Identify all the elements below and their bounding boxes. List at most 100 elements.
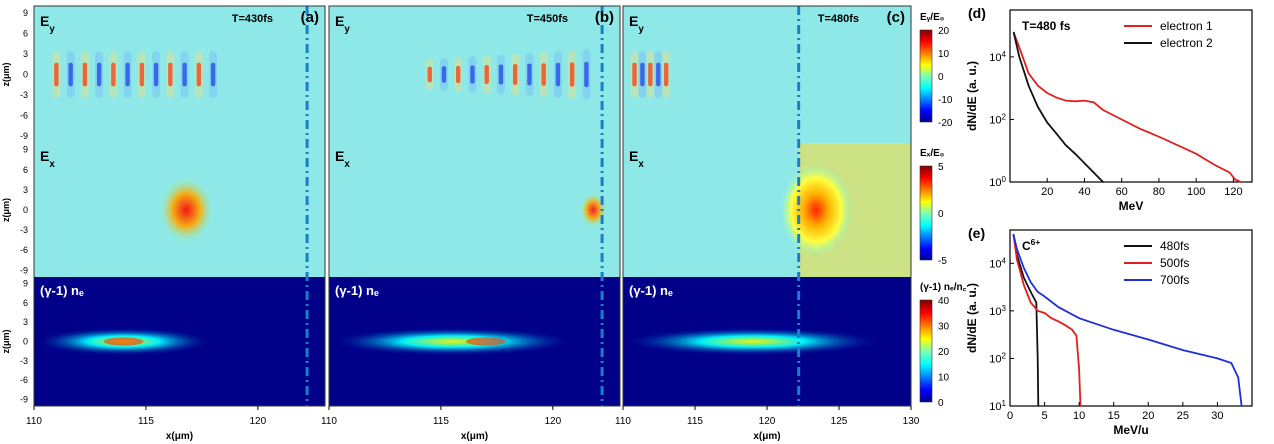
row-label-ne: (γ-1) nₑ (629, 283, 673, 298)
x-tick-label: 120 (1224, 186, 1242, 198)
x-tick-label: 5 (1042, 410, 1048, 422)
y-axis-label: z(μm) (1, 329, 11, 353)
panel-label: (a) (301, 9, 319, 26)
y-tick-label: 102 (989, 112, 1006, 127)
colorbar-label: Eᵧ/E₀ (920, 12, 944, 23)
colorbar-tick-label: 0 (938, 72, 944, 83)
heatmap-row-bg (329, 143, 620, 277)
ne-hot-core (103, 337, 144, 346)
colorbar-tick-label: 0 (938, 398, 944, 409)
y-tick-label: 6 (23, 28, 28, 38)
ey-wave-stripe (196, 62, 202, 87)
x-tick-label: 30 (1211, 410, 1223, 422)
panel-label: (c) (887, 9, 905, 26)
y-tick-label: -6 (20, 111, 28, 121)
x-tick-label: 10 (1073, 410, 1085, 422)
ey-wave-stripe (498, 64, 504, 85)
colorbar-tick-label: -5 (938, 256, 947, 267)
ey-wave-halo (646, 51, 655, 98)
row-label-ey: Ey (40, 13, 55, 35)
heatmap-panel: Ey Ex (γ-1) nₑ (b) T=450fs 110 115 120 x(μm) (321, 5, 621, 442)
ey-wave-stripe (139, 62, 145, 87)
ex-field-blob (158, 176, 215, 244)
colorbar-label: (γ-1) nₑ/n꜀ (920, 282, 967, 293)
x-tick-label: 20 (1142, 410, 1154, 422)
ey-wave-halo (52, 51, 61, 98)
row-label-ne: (γ-1) nₑ (335, 283, 379, 298)
x-tick-label: 110 (615, 416, 631, 427)
y-tick-label: 103 (989, 303, 1006, 318)
ey-wave-halo (425, 58, 434, 91)
x-tick-label: 115 (433, 416, 449, 427)
colorbar-tick-label: 10 (938, 373, 950, 384)
x-tick-label: 110 (26, 416, 42, 427)
x-axis-label: MeV (1119, 199, 1144, 213)
y-tick-label: 3 (23, 317, 28, 327)
plot-frame (1009, 9, 1253, 183)
ey-wave-stripe (125, 62, 130, 87)
ey-wave-halo (180, 51, 189, 98)
legend-label: electron 2 (1160, 36, 1213, 50)
plot-annotation: T=480 fs (1022, 19, 1071, 33)
panel-label: (d) (968, 5, 986, 21)
colorbar-tick-label: 30 (938, 322, 950, 333)
y-tick-label: 3 (23, 185, 28, 195)
ey-wave-halo (109, 51, 118, 98)
x-tick-label: 80 (1153, 186, 1165, 198)
plot-annotation: C6+ (1022, 237, 1040, 253)
x-axis-label: x(μm) (753, 431, 780, 442)
y-axis-label: z(μm) (1, 198, 11, 222)
ey-wave-stripe (664, 62, 669, 87)
time-label: T=450fs (527, 13, 568, 25)
x-axis-label: x(μm) (461, 431, 488, 442)
time-label: T=430fs (232, 13, 273, 25)
y-tick-label: 104 (989, 49, 1006, 64)
ey-wave-halo (568, 50, 577, 99)
x-tick-label: 15 (1108, 410, 1120, 422)
ey-wave-stripe (427, 66, 432, 83)
ey-wave-stripe (527, 63, 532, 86)
ey-wave-halo (511, 53, 520, 96)
ey-wave-halo (194, 51, 203, 98)
ex-field-blob (579, 192, 608, 228)
ey-wave-stripe (82, 62, 88, 87)
colorbar-tick-label: -10 (938, 95, 953, 106)
ey-wave-stripe (512, 64, 518, 85)
ey-wave-halo (123, 51, 132, 98)
y-tick-label: 9 (23, 145, 28, 155)
panel-label: (e) (968, 225, 985, 241)
x-tick-label: 120 (545, 416, 562, 427)
ey-wave-stripe (648, 62, 653, 87)
x-tick-label: 0 (1007, 410, 1013, 422)
row-label-ex: Ex (40, 148, 55, 170)
ey-wave-stripe (656, 62, 661, 87)
ey-wave-stripe (441, 66, 447, 83)
ey-wave-halo (66, 51, 75, 98)
x-tick-label: 130 (903, 416, 920, 427)
colorbar (919, 29, 933, 123)
panel-label: (b) (595, 9, 614, 26)
ey-wave-halo (539, 51, 548, 98)
y-tick-label: -9 (20, 131, 28, 141)
ey-wave-stripe (456, 65, 461, 84)
row-label-ne: (γ-1) nₑ (40, 283, 84, 298)
ey-wave-halo (209, 51, 218, 98)
legend-label: 500fs (1160, 256, 1189, 270)
ey-wave-stripe (168, 62, 173, 87)
colorbar-tick-label: 10 (938, 49, 950, 60)
legend-label: 480fs (1160, 239, 1189, 253)
panel-frame (33, 5, 326, 407)
x-tick-label: 100 (1187, 186, 1205, 198)
heatmap-row-bg (34, 6, 325, 143)
heatmap-panel: Ey Ex (γ-1) nₑ (c) T=480fs 110 115 120 125 130 x(μ… (615, 5, 920, 442)
x-tick-label: 60 (1116, 186, 1128, 198)
y-tick-label: -6 (20, 245, 28, 255)
x-tick-label: 120 (759, 416, 776, 427)
heatmap-row-bg (623, 6, 911, 143)
colorbar-tick-label: 20 (938, 347, 950, 358)
ey-wave-stripe (555, 62, 561, 87)
ey-wave-halo (152, 51, 161, 98)
colorbar (919, 165, 933, 261)
y-tick-label: 0 (23, 205, 28, 215)
